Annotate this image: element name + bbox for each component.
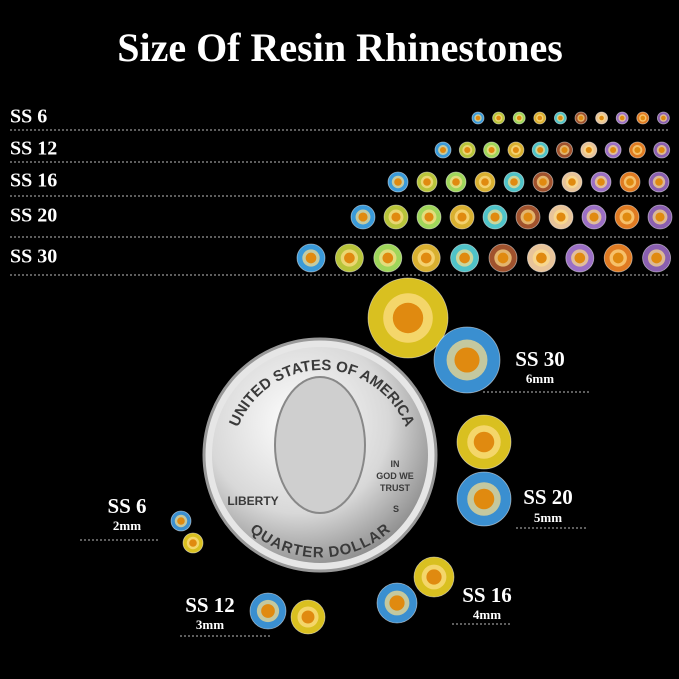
rhinestone-center xyxy=(626,178,634,186)
rhinestone-center xyxy=(481,178,489,186)
rhinestone-center xyxy=(426,569,442,585)
rhinestone-center xyxy=(457,212,467,222)
rhinestone-center xyxy=(439,146,447,154)
title: Size Of Resin Rhinestones xyxy=(117,25,563,70)
rhinestone-center xyxy=(452,178,460,186)
coin-liberty: LIBERTY xyxy=(227,494,278,508)
rhinestone-center xyxy=(539,178,547,186)
coin: UNITED STATES OF AMERICA QUARTER DOLLAR … xyxy=(202,337,438,573)
rhinestone-center xyxy=(510,178,518,186)
callout-label: SS 30 xyxy=(515,347,565,371)
row-label: SS 6 xyxy=(10,106,47,128)
rhinestone-center xyxy=(490,212,500,222)
rhinestone-center xyxy=(391,212,401,222)
rhinestone-center xyxy=(301,610,315,624)
coin-motto: IN xyxy=(391,459,400,469)
rhinestone-center xyxy=(558,115,563,121)
rhinestone-center xyxy=(497,252,509,264)
rhinestone-center xyxy=(496,115,501,121)
rhinestone-center xyxy=(523,212,533,222)
rhinestone-center xyxy=(556,212,566,222)
rhinestone-center xyxy=(454,347,480,373)
rhinestone-center xyxy=(475,115,481,121)
coin-mint: S xyxy=(393,504,399,514)
rhinestone-center xyxy=(622,212,632,222)
rhinestone-center xyxy=(423,178,431,186)
callout-size: 4mm xyxy=(473,607,501,622)
rhinestone-center xyxy=(561,146,568,154)
callout-label: SS 12 xyxy=(185,593,235,617)
row-label: SS 16 xyxy=(10,170,57,192)
rhinestone-center xyxy=(424,212,434,222)
row-label: SS 30 xyxy=(10,246,57,268)
callout-label: SS 20 xyxy=(523,485,573,509)
callout-size: 5mm xyxy=(534,510,562,525)
rhinestone-center xyxy=(516,115,522,121)
rhinestone-center xyxy=(574,252,586,264)
callout-size: 6mm xyxy=(526,371,554,386)
rhinestone-center xyxy=(512,146,519,154)
rhinestone-center xyxy=(655,178,663,186)
rhinestone-center xyxy=(610,146,617,154)
rhinestone-center xyxy=(473,488,495,510)
rhinestone-center xyxy=(661,115,666,121)
rhinestone-center xyxy=(473,431,495,453)
rhinestone-center xyxy=(389,595,405,611)
rhinestone-center xyxy=(177,517,185,525)
rhinestone-center xyxy=(651,252,662,264)
rhinestone-center xyxy=(612,252,624,264)
rhinestone-center xyxy=(305,252,317,264)
rhinestone-center xyxy=(658,146,665,154)
rhinestone-center xyxy=(589,212,599,222)
rhinestone-center xyxy=(392,302,424,334)
rhinestone-center xyxy=(599,115,604,121)
row-label: SS 12 xyxy=(10,138,57,160)
rhinestone-center xyxy=(578,115,584,121)
rhinestone-center xyxy=(634,146,641,154)
callout-size: 2mm xyxy=(113,518,141,533)
rhinestone-center xyxy=(568,178,576,186)
rhinestone-center xyxy=(344,252,355,264)
rhinestone-center xyxy=(382,252,394,264)
rhinestone-center xyxy=(536,252,547,264)
callout-label: SS 6 xyxy=(107,494,146,518)
rhinestone-center xyxy=(358,212,368,222)
row-label: SS 20 xyxy=(10,205,57,227)
coin-motto: GOD WE xyxy=(376,471,414,481)
callout-size: 3mm xyxy=(196,617,224,632)
callout-label: SS 16 xyxy=(462,583,512,607)
rhinestone-center xyxy=(619,115,625,121)
rhinestone-center xyxy=(189,539,197,547)
rhinestone-center xyxy=(537,115,543,121)
rhinestone-center xyxy=(420,252,432,264)
rhinestone-center xyxy=(464,146,471,154)
rhinestone-center xyxy=(597,178,605,186)
rhinestone-center xyxy=(394,178,402,186)
coin-motto: TRUST xyxy=(380,483,410,493)
rhinestone-center xyxy=(261,604,275,618)
rhinestone-center xyxy=(488,146,495,154)
rhinestone-center xyxy=(640,115,646,121)
rhinestone-center xyxy=(537,146,544,154)
rhinestone-center xyxy=(585,146,592,154)
rhinestone-center xyxy=(655,212,665,222)
rhinestone-center xyxy=(459,252,470,264)
